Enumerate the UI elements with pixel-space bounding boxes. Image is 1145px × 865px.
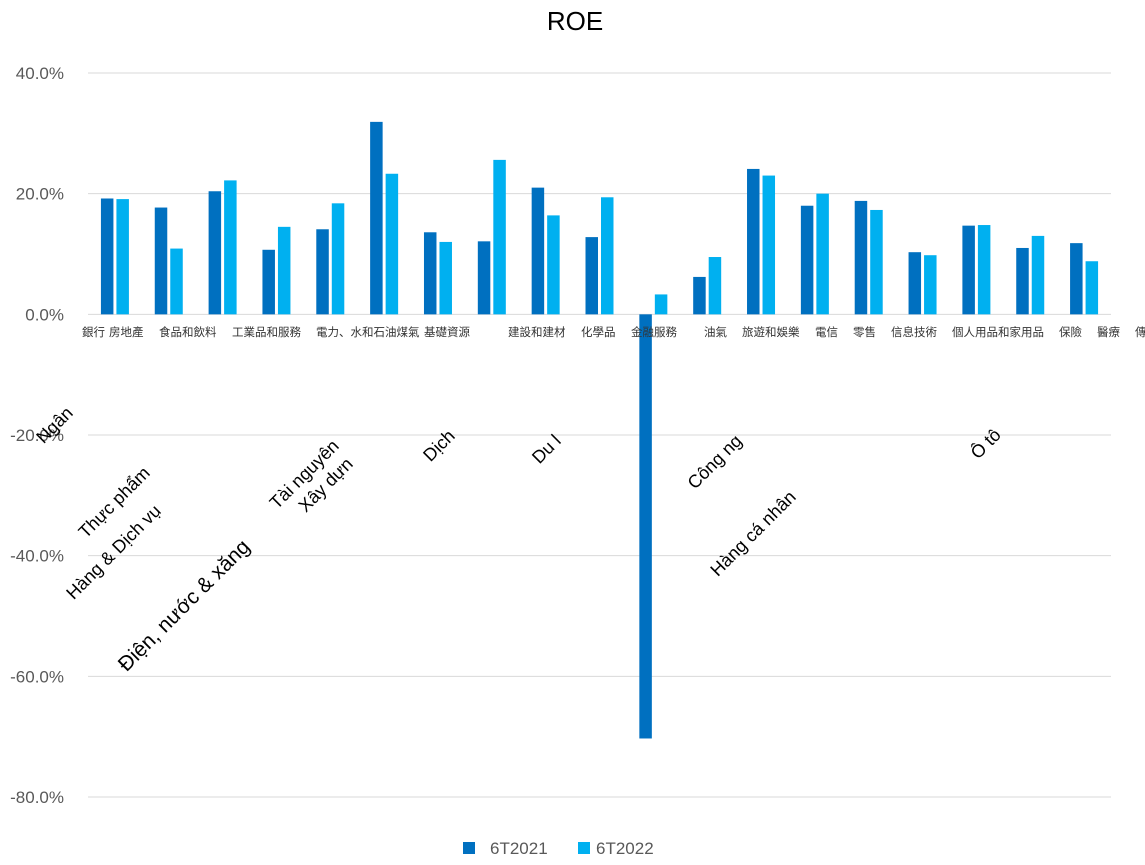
bar-6t2021-15 <box>908 252 922 315</box>
bar-6t2022-16 <box>977 225 991 315</box>
bar-6t2021-8 <box>531 187 545 315</box>
bar-6t2021-14 <box>854 200 868 315</box>
bar-6t2022-5 <box>385 173 399 315</box>
y-tick-label: -40.0% <box>10 547 64 566</box>
bar-6t2022-13 <box>816 193 829 315</box>
legend-label: 6T2021 <box>490 839 548 858</box>
bar-6t2021-18 <box>1070 243 1083 315</box>
bar-6t2021-3 <box>262 249 275 315</box>
background-label: Dịch <box>419 426 459 466</box>
category-label: 化學品 <box>581 325 616 339</box>
y-tick-label: -60.0% <box>10 667 64 686</box>
legend[interactable]: 6T2021 6T2022 <box>463 839 654 858</box>
category-label: 建設和建材 <box>508 325 566 339</box>
bar-6t2022-12 <box>762 175 776 315</box>
category-label: 油氣 <box>704 325 727 339</box>
category-label: 信息技術 <box>891 325 937 339</box>
y-tick-label: -20.0% <box>10 426 64 445</box>
bar-6t2022-1 <box>170 248 183 315</box>
category-label: 工業品和服務 <box>232 325 301 339</box>
bar-6t2022-10 <box>654 294 668 315</box>
bar-6t2021-5 <box>370 121 383 315</box>
category-label: 電信 <box>815 325 838 339</box>
legend-swatch <box>578 842 590 854</box>
bar-6t2021-11 <box>693 276 706 315</box>
category-label: 傳媒 <box>1135 325 1145 339</box>
bar-6t2022-11 <box>708 257 722 315</box>
bar-6t2022-17 <box>1031 235 1045 315</box>
bar-6t2021-10 <box>639 314 652 739</box>
y-tick-label: -80.0% <box>10 788 64 807</box>
y-tick-label: 20.0% <box>16 185 64 204</box>
bar-6t2021-4 <box>316 229 329 315</box>
bar-6t2021-9 <box>585 237 598 315</box>
category-label: 醫療 <box>1097 325 1120 339</box>
bar-6t2021-0 <box>100 198 114 315</box>
legend-swatch <box>463 842 475 854</box>
category-label: 基礎資源 <box>424 325 470 339</box>
bar-6t2021-13 <box>800 205 814 315</box>
background-label: Công ng <box>684 431 746 493</box>
legend-label: 6T2022 <box>596 839 654 858</box>
bar-6t2022-2 <box>224 180 237 315</box>
bar-6t2022-15 <box>924 255 937 315</box>
category-label: 銀行 <box>82 325 105 339</box>
background-label: Hàng cá nhân <box>706 487 799 580</box>
bar-6t2021-1 <box>154 207 168 315</box>
legend-item-6t2022[interactable]: 6T2022 <box>578 839 654 858</box>
legend-item-6t2021[interactable]: 6T2021 <box>463 839 548 858</box>
bars <box>100 121 1099 739</box>
category-label: 房地產 <box>109 325 144 339</box>
bar-6t2022-0 <box>116 199 129 315</box>
category-label: 個人用品和家用品 <box>952 325 1044 339</box>
chart-title: ROE <box>547 6 603 36</box>
bar-6t2021-2 <box>208 191 222 315</box>
category-label: 零售 <box>853 325 876 339</box>
category-label: 旅遊和娛樂 <box>742 325 800 339</box>
bar-6t2021-16 <box>962 225 975 315</box>
gridlines <box>88 72 1111 798</box>
category-labels: 銀行 房地產 食品和飲料 工業品和服務 電力、水和石油煤氣 基礎資源 建設和建材 化學品 金融服… <box>82 325 1145 339</box>
background-label: Du l <box>528 431 565 468</box>
category-label: 保險 <box>1059 325 1082 339</box>
bar-6t2021-12 <box>747 168 760 315</box>
bar-6t2022-6 <box>439 241 452 315</box>
y-tick-label: 0.0% <box>25 305 64 324</box>
category-label: 電力、水和石油煤氣 <box>316 325 420 339</box>
bar-6t2021-7 <box>477 241 491 315</box>
category-label: 金融服務 <box>631 325 677 339</box>
bar-6t2022-3 <box>277 226 291 315</box>
y-tick-label: 40.0% <box>16 64 64 83</box>
bar-6t2022-18 <box>1085 261 1099 315</box>
bar-6t2022-9 <box>601 197 614 315</box>
bar-6t2022-14 <box>870 209 883 315</box>
background-label: Điện, nước & xăng <box>114 535 255 676</box>
category-label: 食品和飲料 <box>159 325 217 339</box>
background-label: Ô tô <box>966 424 1005 463</box>
bar-6t2021-17 <box>1016 247 1029 315</box>
bar-6t2022-7 <box>493 159 506 315</box>
bar-6t2022-8 <box>547 215 560 315</box>
y-axis-tick-labels: 40.0% 20.0% 0.0% -20.0% -40.0% -60.0% -80.0% <box>10 64 64 807</box>
bar-6t2022-4 <box>331 203 345 315</box>
bar-6t2021-6 <box>423 232 437 315</box>
